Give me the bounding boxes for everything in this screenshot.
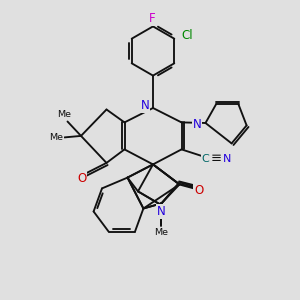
Text: N: N [223,154,231,164]
Text: N: N [140,99,149,112]
Text: N: N [157,206,166,219]
Text: O: O [194,184,203,197]
Text: N: N [193,118,202,131]
Text: O: O [194,184,203,197]
Text: Me: Me [50,133,63,142]
Text: F: F [149,12,156,25]
Text: Me: Me [154,229,167,238]
Text: Me: Me [154,228,168,237]
Text: C: C [201,154,209,164]
Text: Cl: Cl [181,28,193,42]
Text: O: O [77,172,86,185]
Text: ≡: ≡ [210,152,222,165]
Text: Me: Me [58,110,71,119]
Text: N: N [157,205,166,218]
